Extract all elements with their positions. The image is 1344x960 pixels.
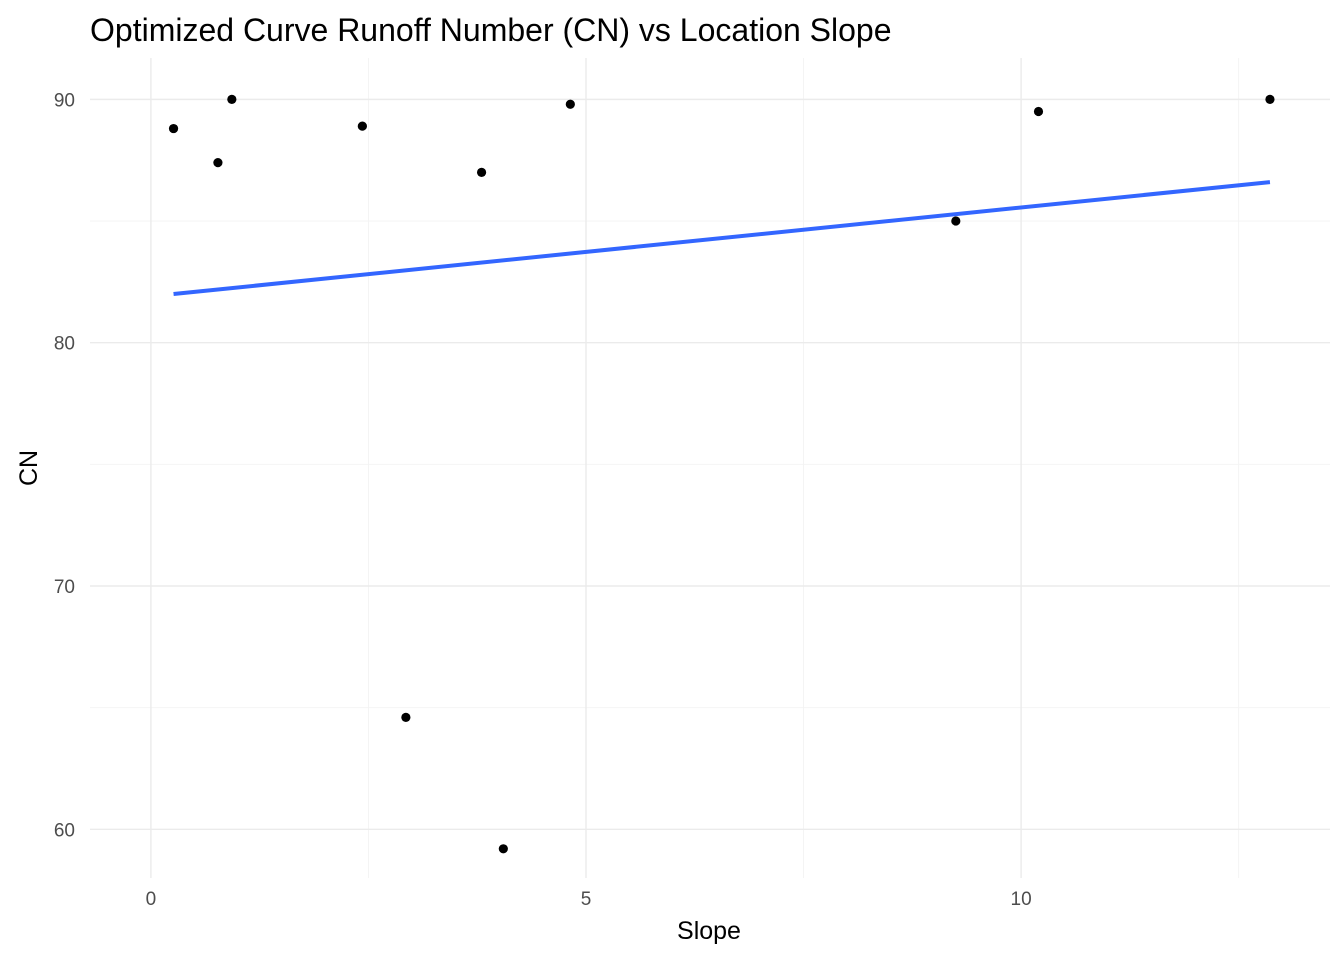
- data-point-0: [168, 123, 179, 134]
- data-point-4: [401, 712, 411, 723]
- x-axis-title: Slope: [677, 917, 741, 945]
- data-point-6: [498, 844, 508, 854]
- data-point-9: [1033, 106, 1044, 117]
- y-tick-label-2: 80: [54, 334, 75, 355]
- trend-line: [173, 180, 1271, 297]
- plot-grid: [90, 58, 1330, 878]
- x-axis-ticks: 0 5 10: [146, 889, 1032, 910]
- x-tick-label-0: 0: [146, 889, 157, 910]
- data-point-1: [213, 158, 223, 168]
- x-tick-label-2: 10: [1011, 889, 1032, 910]
- chart-title: Optimized Curve Runoff Number (CN) vs Lo…: [90, 12, 892, 48]
- y-axis-ticks: 60 70 80 90: [54, 90, 75, 841]
- data-point-8: [951, 216, 961, 226]
- y-tick-label-0: 60: [54, 820, 75, 841]
- y-tick-label-3: 90: [54, 90, 75, 111]
- data-points: [168, 94, 1275, 854]
- y-axis-title: CN: [15, 450, 43, 486]
- y-tick-label-1: 70: [54, 577, 75, 598]
- data-point-7: [565, 99, 575, 109]
- x-tick-label-1: 5: [581, 889, 592, 910]
- trend-line-group: [173, 180, 1271, 297]
- data-point-2: [227, 94, 237, 104]
- data-point-5: [476, 167, 487, 177]
- data-point-10: [1265, 94, 1275, 104]
- data-point-3: [357, 121, 367, 131]
